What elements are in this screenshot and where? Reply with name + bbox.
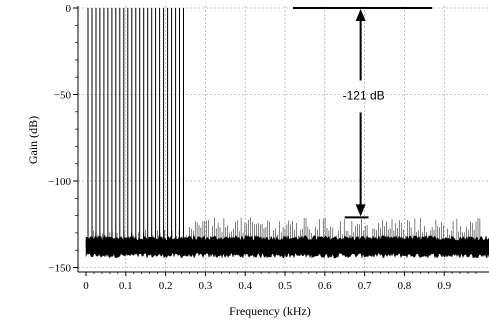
attenuation-annotation: -121 dB	[292, 7, 433, 219]
y-tick-label: −50	[54, 90, 72, 102]
x-tick-label: 0.4	[238, 280, 252, 292]
y-axis-title: Gain (dB)	[26, 116, 40, 164]
arrow-head-down	[355, 204, 366, 217]
gridlines	[78, 6, 489, 272]
y-tick-label: −150	[48, 263, 71, 275]
attenuation-label: -121 dB	[343, 89, 385, 103]
x-tick-label: 0.9	[437, 280, 451, 292]
x-axis-ticks: 0 0.1 0.2 0.3 0.4 0.5 0.6 0.7 0.8 0.9	[83, 272, 477, 292]
x-tick-label: 0.7	[358, 280, 372, 292]
y-tick-label: −100	[48, 176, 71, 188]
passband-tones	[87, 8, 184, 247]
x-tick-label: 0	[83, 280, 89, 292]
x-tick-label: 0.1	[119, 280, 133, 292]
x-axis-title: Frequency (kHz)	[229, 304, 311, 318]
x-tick-label: 0.8	[398, 280, 412, 292]
y-tick-label: 0	[66, 3, 72, 15]
y-axis-ticks: 0 −50 −100 −150	[48, 3, 78, 275]
x-tick-label: 0.5	[278, 280, 292, 292]
x-tick-label: 0.6	[318, 280, 332, 292]
arrow-head-up	[355, 9, 366, 21]
x-tick-label: 0.3	[199, 280, 213, 292]
x-tick-label: 0.2	[159, 280, 173, 292]
